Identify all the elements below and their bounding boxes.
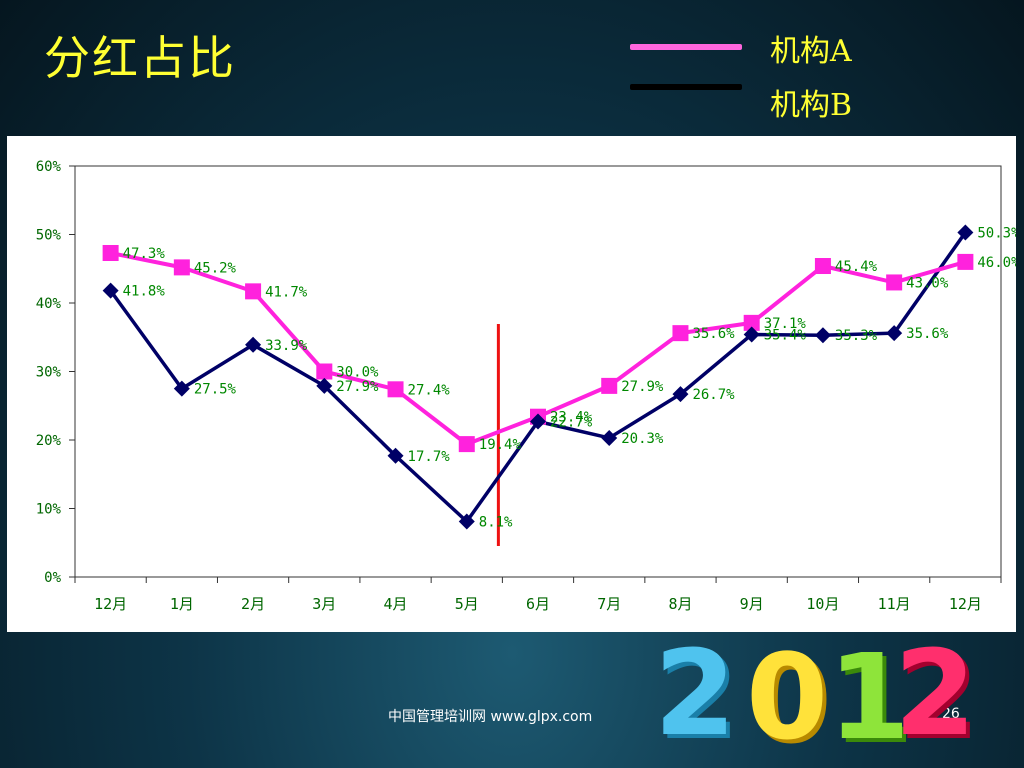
x-tick-label: 4月 [384, 595, 408, 613]
series-a-data-label: 23.4% [550, 410, 593, 426]
svg-text:1: 1 [828, 630, 910, 750]
legend-label-series-b: 机构B [770, 88, 853, 123]
series-b-data-label: 35.3% [835, 328, 878, 344]
y-tick-label: 0% [44, 570, 61, 586]
svg-text:2: 2 [894, 630, 976, 750]
series-b-data-label: 8.1% [479, 515, 513, 531]
series-b-data-label: 33.9% [265, 338, 308, 354]
x-tick-label: 6月 [526, 595, 550, 613]
legend-item-series-a: 机构A [630, 26, 930, 69]
x-tick-label: 7月 [597, 595, 621, 613]
series-b-data-label: 27.9% [336, 379, 379, 395]
series-a-point [743, 314, 760, 331]
series-a-point [886, 274, 903, 291]
series-b-point [458, 513, 475, 530]
series-a-data-label: 45.2% [194, 260, 237, 276]
svg-text:2: 2 [658, 630, 740, 750]
series-a-point [957, 253, 974, 270]
series-a-data-label: 41.7% [265, 284, 308, 300]
series-b-data-label: 27.5% [194, 382, 237, 398]
x-tick-label: 10月 [806, 595, 839, 613]
series-a-data-label: 19.4% [479, 437, 522, 453]
y-tick-label: 30% [36, 365, 62, 381]
series-b-point [173, 380, 190, 397]
series-b-point [530, 413, 546, 430]
svg-text:1: 1 [832, 632, 914, 750]
series-b-data-label: 41.8% [123, 284, 166, 300]
svg-text:0: 0 [750, 632, 832, 750]
series-b-data-label: 50.3% [977, 225, 1016, 241]
series-b-data-label: 22.7% [550, 415, 593, 431]
x-tick-label: 9月 [740, 595, 764, 613]
series-a-point [173, 259, 190, 276]
series-a-point [814, 258, 831, 275]
series-a-data-label: 47.3% [123, 246, 166, 262]
series-b-point [316, 377, 333, 394]
page-number: 26 [942, 706, 960, 722]
y-tick-label: 20% [36, 433, 62, 449]
svg-text:2: 2 [898, 630, 980, 750]
chart-panel: 0% 10% 20% 30% 40% 50% 60% 12月 1月 2月 3月 4月 5月 6月 7月 8月 9… [7, 136, 1016, 632]
svg-text:2: 2 [654, 630, 736, 750]
series-b-data-label: 35.4% [764, 328, 807, 344]
series-b-point [814, 327, 831, 344]
plot-frame [74, 165, 1002, 578]
legend-item-series-b: 机构B [630, 80, 930, 123]
y-tick-label: 50% [36, 228, 62, 244]
series-a-data-label: 43.0% [906, 275, 949, 291]
series-b-point [672, 386, 689, 403]
footer-text: 中国管理培训网 www.glpx.com [388, 709, 593, 725]
series-a-data-label: 37.1% [764, 316, 807, 332]
series-a-data-label: 30.0% [336, 365, 379, 381]
series-a-data-label: 35.6% [692, 326, 735, 342]
series-a-data-label: 27.4% [408, 382, 451, 398]
x-tick-label: 1月 [170, 595, 194, 613]
legend-line-series-a [630, 44, 742, 50]
series-a-data-label: 45.4% [835, 259, 878, 275]
series-b-point [886, 325, 903, 342]
series-a-point [458, 436, 475, 453]
x-tick-label: 5月 [455, 595, 479, 613]
2012-3d-numerals-icon: 2 2 0 0 1 1 2 2 [654, 630, 980, 750]
series-b-point [245, 336, 262, 353]
x-tick-label: 11月 [878, 595, 911, 613]
x-tick-label: 2月 [241, 595, 265, 613]
series-a-point [601, 377, 618, 394]
series-b-data-label: 35.6% [906, 326, 949, 342]
series-a-point [387, 381, 404, 398]
series-b-point [957, 224, 974, 241]
line-chart: 0% 10% 20% 30% 40% 50% 60% 12月 1月 2月 3月 4月 5月 6月 7月 8月 9… [36, 159, 1016, 613]
series-b-data-label: 26.7% [692, 387, 735, 403]
series-a-point [316, 363, 333, 380]
y-tick-label: 10% [36, 502, 62, 518]
legend-label-series-a: 机构A [770, 34, 852, 69]
series-a-point [102, 244, 119, 261]
x-tick-label: 12月 [94, 595, 127, 613]
y-tick-label: 40% [36, 296, 62, 312]
series-line-b [109, 231, 967, 524]
series-a-data-label: 46.0% [977, 255, 1016, 271]
series-b-data-label: 17.7% [408, 449, 451, 465]
series-b-point [743, 326, 760, 343]
series-b-data-label: 20.3% [621, 431, 664, 447]
series-b-point [601, 429, 618, 446]
series-a-point [245, 283, 262, 300]
series-b-point [387, 447, 404, 464]
series-a-point [672, 325, 689, 342]
slide-title: 分红占比 [44, 31, 236, 85]
x-tick-label: 3月 [312, 595, 336, 613]
svg-text:0: 0 [746, 630, 828, 750]
x-tick-label: 8月 [668, 595, 692, 613]
y-tick-label: 60% [36, 159, 62, 175]
series-b-point [102, 282, 119, 299]
x-tick-label: 12月 [949, 595, 982, 613]
legend-line-series-b [630, 84, 742, 90]
series-a-data-label: 27.9% [621, 379, 664, 395]
